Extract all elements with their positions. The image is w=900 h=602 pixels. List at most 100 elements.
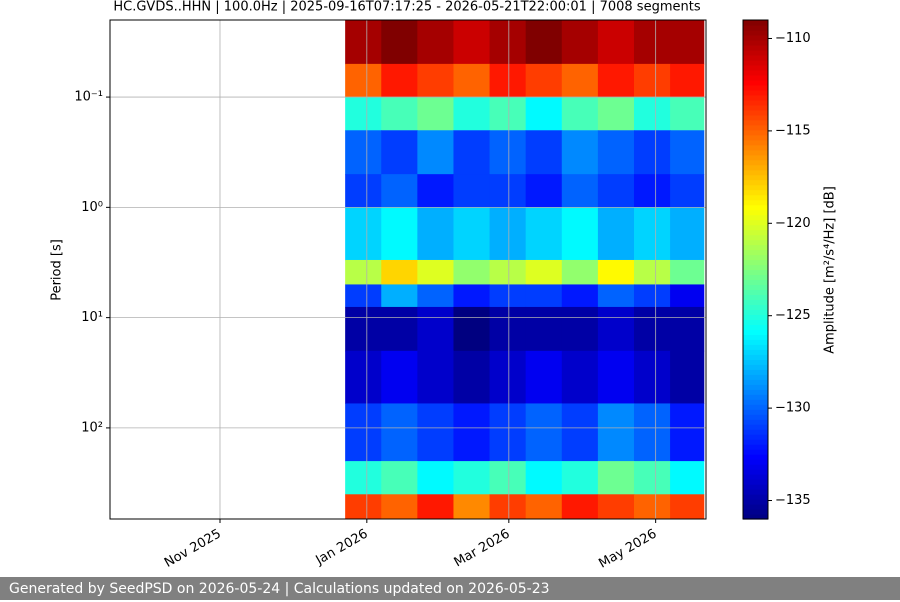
- colorbar-swatch: [743, 454, 768, 460]
- colorbar-swatch: [743, 329, 768, 335]
- colorbar-swatch: [743, 309, 768, 316]
- heatmap-cell: [453, 494, 491, 520]
- heatmap-cell: [417, 130, 454, 175]
- heatmap-cell: [670, 63, 705, 98]
- heatmap-cell: [489, 20, 527, 65]
- x-tick-label: Jan 2026: [313, 527, 371, 569]
- heatmap-cell: [345, 97, 382, 131]
- colorbar-swatch: [743, 159, 768, 166]
- heatmap-cell: [489, 130, 527, 175]
- colorbar-swatch: [743, 20, 768, 26]
- colorbar-swatch: [743, 129, 768, 136]
- colorbar-swatch: [743, 384, 768, 390]
- colorbar-swatch: [743, 194, 768, 201]
- heatmap-cell: [417, 306, 454, 352]
- colorbar-swatch: [743, 459, 768, 465]
- colorbar-swatch: [743, 429, 768, 435]
- colorbar-swatch: [743, 54, 768, 61]
- heatmap-cell: [633, 306, 671, 352]
- footer: Generated by SeedPSD on 2026-05-24 | Cal…: [0, 577, 900, 600]
- heatmap-cell: [453, 207, 491, 261]
- heatmap-cell: [633, 461, 671, 495]
- heatmap-cell: [345, 350, 382, 404]
- heatmap-cell: [381, 259, 418, 285]
- heatmap-cell: [670, 461, 705, 495]
- heatmap-cell: [670, 20, 705, 65]
- heatmap-cell: [453, 20, 491, 65]
- colorbar-swatch: [743, 404, 768, 410]
- heatmap-cell: [417, 174, 454, 208]
- y-tick-label: 10¹: [81, 310, 103, 325]
- heatmap-cell: [633, 494, 671, 520]
- heatmap-cell: [417, 97, 454, 131]
- heatmap-cell: [489, 259, 527, 285]
- heatmap-cell: [670, 97, 705, 131]
- x-tick-label: Nov 2025: [162, 527, 224, 571]
- colorbar-swatch: [743, 294, 768, 301]
- heatmap-cell: [489, 494, 527, 520]
- colorbar-swatch: [743, 484, 768, 490]
- colorbar-tick-label: −110: [775, 31, 811, 46]
- colorbar-swatch: [743, 94, 768, 101]
- x-tick-label: May 2026: [596, 527, 659, 572]
- colorbar-swatch: [743, 344, 768, 350]
- colorbar-swatch: [743, 24, 768, 31]
- heatmap-cell: [597, 461, 635, 495]
- colorbar-swatch: [743, 184, 768, 191]
- heatmap-cell: [345, 130, 382, 175]
- heatmap-cell: [453, 403, 491, 462]
- heatmap-cell: [597, 20, 635, 65]
- heatmap-cell: [633, 20, 671, 65]
- heatmap-cell: [633, 284, 671, 308]
- colorbar-swatch: [743, 299, 768, 306]
- colorbar-swatch: [743, 199, 768, 206]
- y-tick-label: 10²: [81, 420, 103, 435]
- y-axis-label: Period [s]: [50, 239, 65, 301]
- heatmap-cell: [670, 306, 705, 352]
- heatmap-cell: [453, 97, 491, 131]
- colorbar-swatch: [743, 314, 768, 320]
- heatmap-cell: [525, 97, 563, 131]
- colorbar-swatch: [743, 99, 768, 106]
- heatmap-cell: [561, 130, 599, 175]
- colorbar-swatch: [743, 424, 768, 430]
- heatmap-cell: [525, 207, 563, 261]
- colorbar-swatch: [743, 319, 768, 325]
- heatmap-cell: [525, 174, 563, 208]
- heatmap-cell: [345, 20, 382, 65]
- colorbar-swatch: [743, 259, 768, 266]
- colorbar-swatch: [743, 174, 768, 181]
- colorbar-swatch: [743, 84, 768, 91]
- heatmap-cell: [633, 130, 671, 175]
- colorbar-swatch: [743, 104, 768, 111]
- colorbar-swatch: [743, 244, 768, 251]
- heatmap-cell: [525, 284, 563, 308]
- colorbar-swatch: [743, 229, 768, 236]
- heatmap-cell: [670, 174, 705, 208]
- colorbar-swatch: [743, 154, 768, 161]
- heatmap-cell: [561, 494, 599, 520]
- heatmap-cell: [525, 350, 563, 404]
- heatmap-cell: [561, 306, 599, 352]
- heatmap-cell: [381, 494, 418, 520]
- colorbar-swatch: [743, 269, 768, 276]
- heatmap-cell: [345, 403, 382, 462]
- colorbar-swatch: [743, 209, 768, 216]
- heatmap-cell: [489, 174, 527, 208]
- colorbar-swatch: [743, 164, 768, 171]
- heatmap-cell: [525, 259, 563, 285]
- heatmap-cell: [489, 207, 527, 261]
- colorbar-swatch: [743, 114, 768, 121]
- colorbar-swatch: [743, 274, 768, 281]
- heatmap-cell: [345, 207, 382, 261]
- colorbar-swatch: [743, 464, 768, 470]
- heatmap-cell: [417, 494, 454, 520]
- heatmap-cell: [489, 97, 527, 131]
- colorbar-swatch: [743, 64, 768, 71]
- colorbar-swatch: [743, 359, 768, 365]
- heatmap-cell: [525, 494, 563, 520]
- heatmap-cell: [633, 259, 671, 285]
- colorbar-swatch: [743, 364, 768, 370]
- colorbar-swatch: [743, 179, 768, 186]
- colorbar-swatch: [743, 189, 768, 196]
